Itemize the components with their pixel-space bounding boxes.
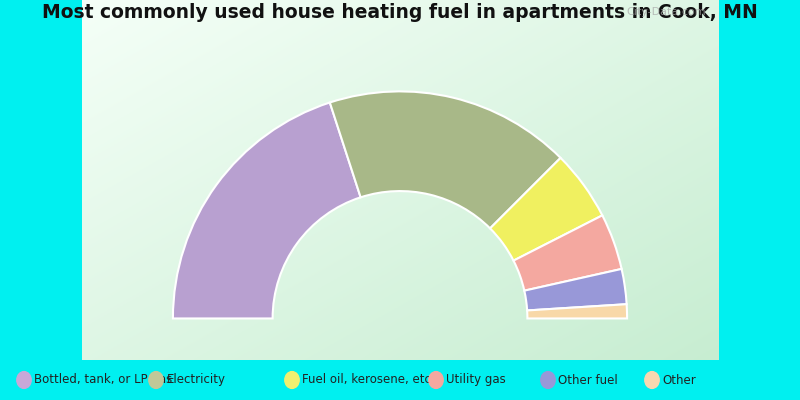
Text: Utility gas: Utility gas <box>446 374 506 386</box>
Wedge shape <box>490 158 602 261</box>
Ellipse shape <box>645 372 659 388</box>
Text: Electricity: Electricity <box>166 374 226 386</box>
Text: Bottled, tank, or LP gas: Bottled, tank, or LP gas <box>34 374 173 386</box>
Text: Other: Other <box>662 374 696 386</box>
Text: Most commonly used house heating fuel in apartments in Cook, MN: Most commonly used house heating fuel in… <box>42 3 758 22</box>
Wedge shape <box>173 102 361 318</box>
Wedge shape <box>330 91 561 228</box>
Wedge shape <box>514 215 622 291</box>
Ellipse shape <box>541 372 555 388</box>
Text: Fuel oil, kerosene, etc.: Fuel oil, kerosene, etc. <box>302 374 435 386</box>
Ellipse shape <box>285 372 299 388</box>
Text: Other fuel: Other fuel <box>558 374 618 386</box>
Wedge shape <box>524 269 626 310</box>
Ellipse shape <box>429 372 443 388</box>
Wedge shape <box>527 304 627 318</box>
Ellipse shape <box>17 372 31 388</box>
Ellipse shape <box>149 372 163 388</box>
Text: City-Data.com: City-Data.com <box>626 7 706 17</box>
